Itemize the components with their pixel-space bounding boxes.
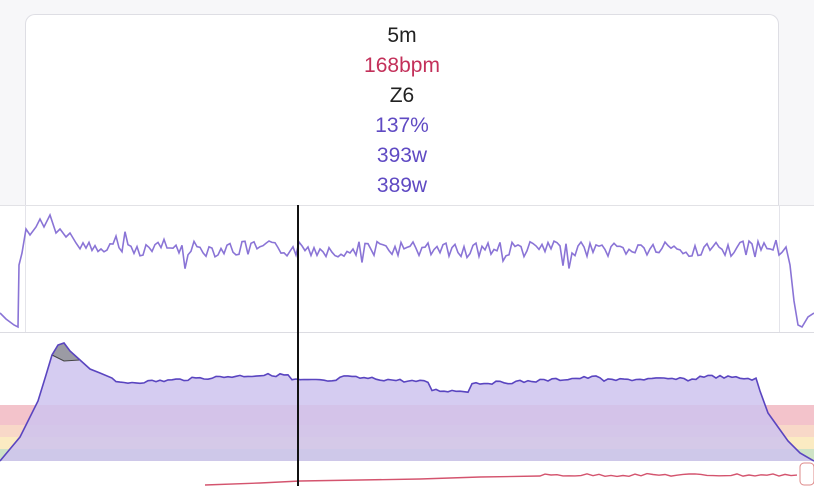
tooltip-normalized-power: 389w (376, 174, 428, 197)
heart-rate-line (204, 472, 798, 486)
power-curve-fill (0, 343, 814, 461)
chart-canvas[interactable] (0, 205, 814, 486)
tooltip-power: 393w (376, 144, 428, 167)
power-trace-line (0, 212, 814, 329)
power-curve-line (0, 342, 814, 462)
tooltip-heart-rate: 168bpm (364, 54, 440, 77)
tooltip-ftp-percent: 137% (375, 114, 429, 137)
power-chart-area[interactable] (0, 205, 814, 486)
tooltip-zone: Z6 (389, 84, 415, 107)
hover-tooltip: 5m 168bpm Z6 137% 393w 389w (25, 14, 779, 214)
tooltip-duration: 5m (387, 24, 417, 47)
range-handle[interactable] (799, 462, 814, 486)
